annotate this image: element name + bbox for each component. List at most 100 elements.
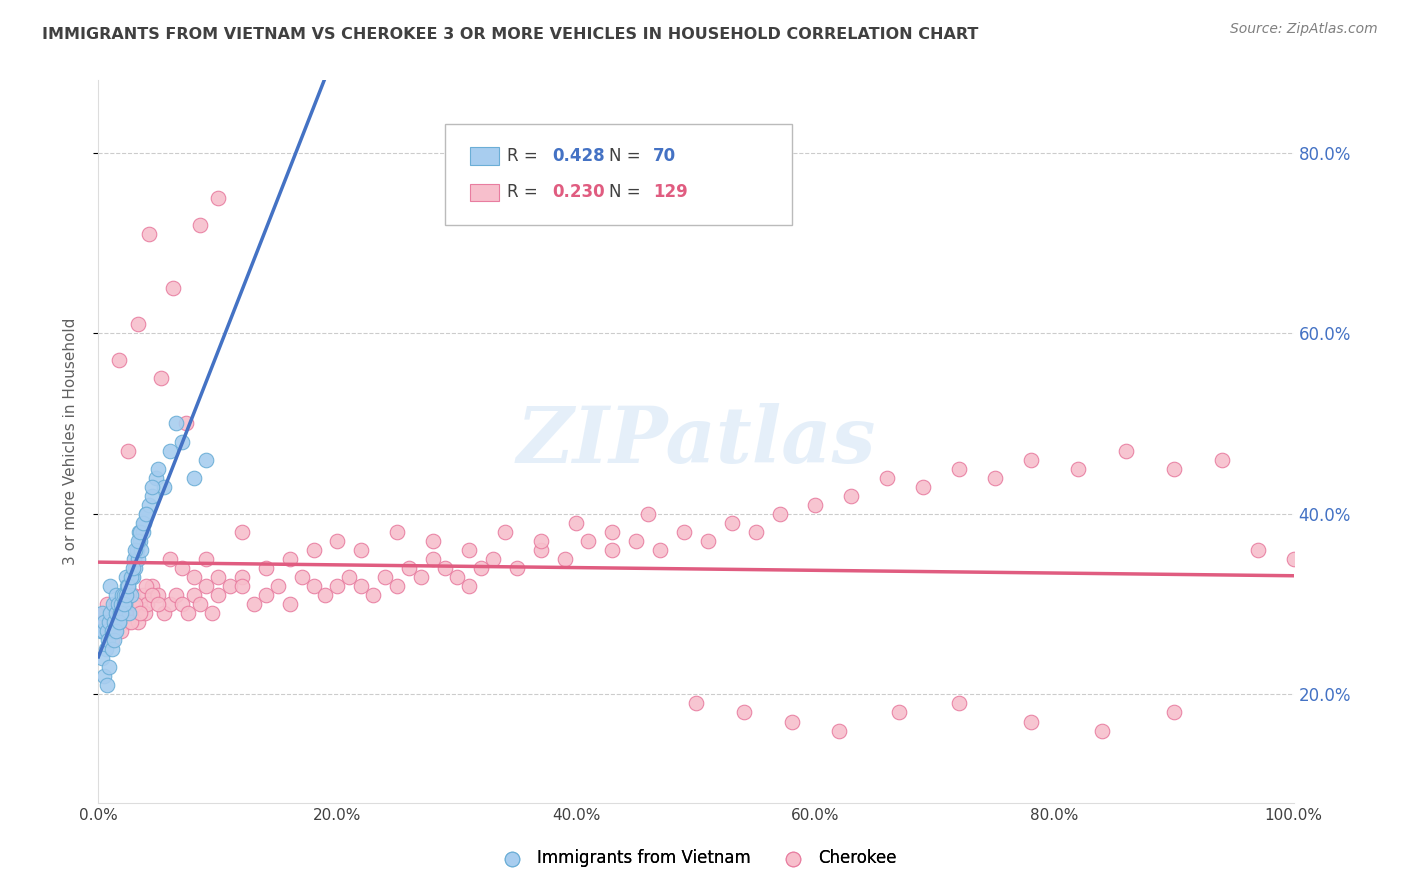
Point bbox=[131, 542, 153, 557]
Point bbox=[107, 615, 129, 630]
Point bbox=[578, 533, 600, 548]
Point bbox=[207, 191, 229, 205]
Point bbox=[188, 218, 211, 232]
Point bbox=[107, 615, 129, 630]
Point bbox=[127, 317, 149, 331]
Point bbox=[494, 524, 516, 539]
Point bbox=[105, 588, 128, 602]
Point bbox=[112, 588, 135, 602]
Point bbox=[100, 642, 122, 657]
Point bbox=[136, 597, 159, 611]
Point bbox=[128, 524, 150, 539]
Point bbox=[1091, 723, 1114, 738]
Point bbox=[602, 542, 624, 557]
Point bbox=[103, 615, 125, 630]
Point bbox=[172, 434, 194, 449]
FancyBboxPatch shape bbox=[470, 147, 499, 165]
Point bbox=[804, 498, 827, 512]
Point bbox=[121, 570, 143, 584]
Point bbox=[124, 561, 146, 575]
Point bbox=[745, 524, 768, 539]
Point bbox=[135, 579, 157, 593]
Point bbox=[132, 516, 155, 530]
Point bbox=[530, 533, 553, 548]
Point bbox=[100, 624, 122, 639]
Text: 0.230: 0.230 bbox=[553, 183, 605, 202]
Point bbox=[165, 588, 187, 602]
Point bbox=[127, 533, 149, 548]
Point bbox=[120, 597, 142, 611]
Point bbox=[637, 507, 659, 521]
Point bbox=[103, 633, 125, 648]
Point bbox=[339, 570, 361, 584]
Point bbox=[115, 579, 138, 593]
Point bbox=[91, 651, 114, 665]
Point bbox=[302, 579, 325, 593]
Point bbox=[141, 489, 163, 503]
Point bbox=[115, 606, 138, 620]
Point bbox=[434, 561, 457, 575]
Point bbox=[481, 552, 505, 566]
Point bbox=[127, 615, 149, 630]
Point bbox=[470, 561, 492, 575]
Point bbox=[107, 597, 129, 611]
Point bbox=[174, 417, 197, 431]
Point bbox=[131, 524, 153, 539]
Point bbox=[231, 579, 253, 593]
Point bbox=[153, 480, 176, 494]
Point bbox=[1163, 461, 1185, 475]
Point bbox=[134, 606, 156, 620]
Point bbox=[91, 615, 114, 630]
Point bbox=[385, 579, 409, 593]
Point bbox=[177, 606, 200, 620]
Point bbox=[554, 552, 576, 566]
FancyBboxPatch shape bbox=[470, 184, 499, 201]
Point bbox=[422, 533, 444, 548]
Point bbox=[138, 498, 160, 512]
Point bbox=[129, 606, 152, 620]
Point bbox=[129, 533, 152, 548]
Point bbox=[243, 597, 266, 611]
Point bbox=[911, 480, 934, 494]
Point bbox=[111, 588, 134, 602]
Point bbox=[685, 697, 707, 711]
Point bbox=[948, 697, 970, 711]
Text: 0.428: 0.428 bbox=[553, 147, 605, 165]
Point bbox=[302, 542, 325, 557]
Point bbox=[1115, 443, 1137, 458]
Point bbox=[446, 570, 468, 584]
Point bbox=[148, 461, 170, 475]
Point bbox=[1247, 822, 1270, 837]
Point bbox=[530, 542, 553, 557]
Point bbox=[96, 624, 118, 639]
Point bbox=[125, 542, 148, 557]
Point bbox=[1019, 452, 1042, 467]
Text: N =: N = bbox=[609, 147, 645, 165]
Text: Source: ZipAtlas.com: Source: ZipAtlas.com bbox=[1230, 22, 1378, 37]
Point bbox=[149, 371, 172, 385]
Point bbox=[984, 471, 1007, 485]
Point bbox=[398, 561, 420, 575]
Point bbox=[138, 227, 160, 241]
Point bbox=[411, 570, 433, 584]
Point bbox=[267, 579, 290, 593]
Point bbox=[1282, 552, 1305, 566]
Point bbox=[141, 588, 163, 602]
Point bbox=[141, 480, 163, 494]
Point bbox=[112, 597, 135, 611]
Point bbox=[141, 579, 163, 593]
Point bbox=[159, 552, 181, 566]
Point bbox=[350, 542, 373, 557]
Point bbox=[1211, 452, 1233, 467]
Point bbox=[103, 606, 125, 620]
Point bbox=[97, 633, 120, 648]
Point bbox=[254, 588, 277, 602]
Point bbox=[195, 552, 218, 566]
Point bbox=[159, 443, 181, 458]
Text: N =: N = bbox=[609, 183, 645, 202]
FancyBboxPatch shape bbox=[446, 124, 792, 225]
Point bbox=[131, 516, 153, 530]
Point bbox=[110, 606, 132, 620]
Point bbox=[374, 570, 396, 584]
Point bbox=[162, 281, 184, 295]
